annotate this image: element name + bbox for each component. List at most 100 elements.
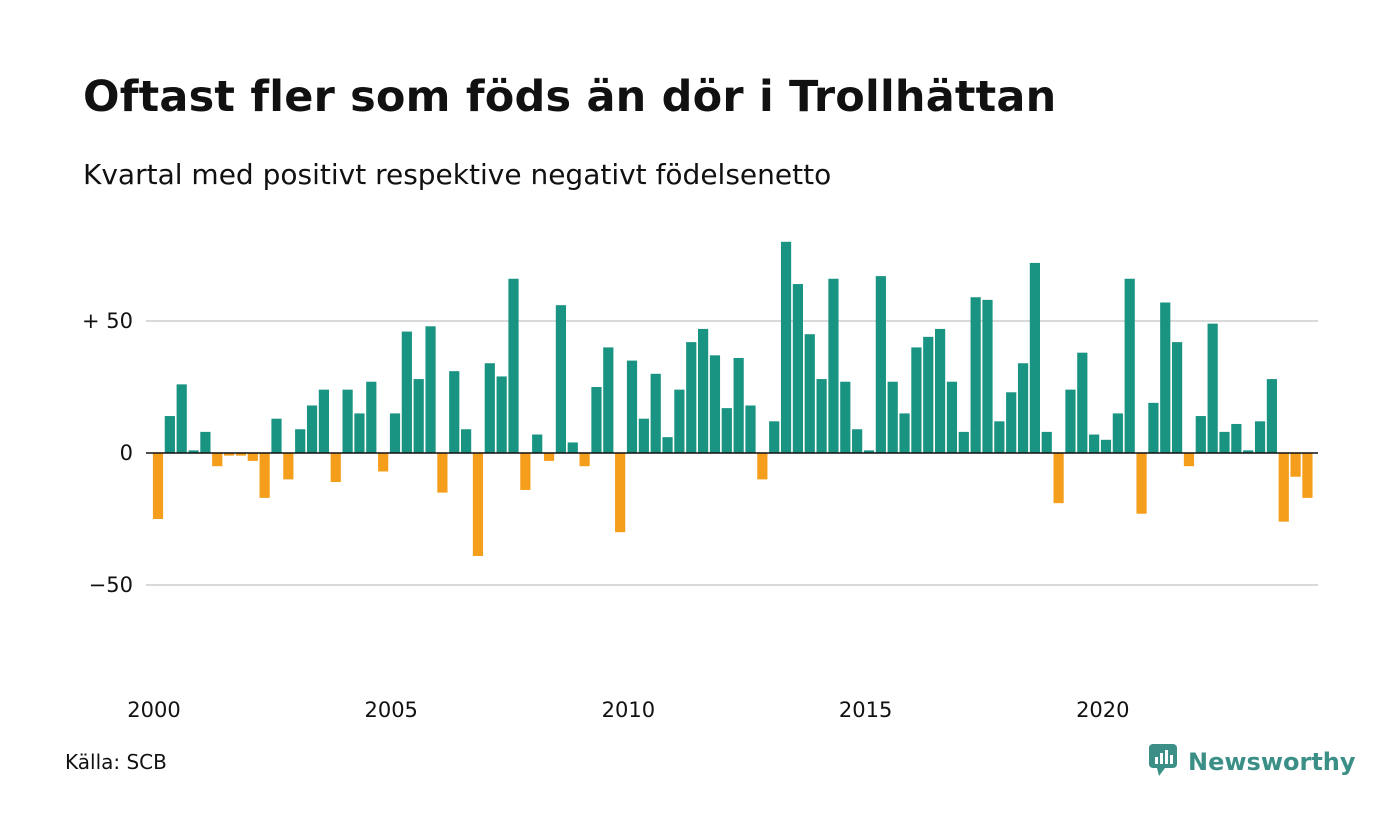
bar — [1089, 434, 1100, 453]
bar — [911, 347, 922, 453]
bar — [342, 389, 353, 453]
bar — [330, 453, 341, 483]
bar — [935, 328, 946, 453]
bar — [887, 381, 898, 453]
bar — [555, 305, 566, 453]
bar — [674, 389, 685, 453]
bar — [733, 357, 744, 453]
bar — [769, 421, 780, 453]
source-note: Källa: SCB — [65, 750, 167, 774]
bar — [1254, 421, 1266, 453]
bar — [816, 379, 827, 453]
bar — [1243, 450, 1254, 453]
bar — [520, 453, 531, 490]
y-tick-label: + 50 — [82, 309, 133, 333]
bar — [709, 355, 721, 453]
brand-logo[interactable]: Newsworthy — [1148, 742, 1356, 782]
bar — [1302, 453, 1313, 498]
bar — [1100, 439, 1112, 453]
bar — [792, 284, 803, 453]
bar — [1041, 431, 1052, 453]
bar — [698, 328, 709, 453]
bar — [461, 429, 472, 453]
bar — [152, 453, 164, 519]
bar — [1207, 323, 1218, 453]
bar — [686, 342, 697, 453]
bar — [1183, 453, 1195, 467]
chart-title: Oftast fler som föds än dör i Trollhätta… — [83, 72, 1057, 122]
x-axis-ticks: 2000 2005 2010 2015 2020 — [127, 698, 1129, 722]
bar — [780, 241, 792, 453]
bar — [745, 405, 756, 453]
bar — [259, 453, 270, 498]
bar — [1195, 416, 1206, 453]
bar — [472, 453, 484, 556]
bar — [603, 347, 614, 453]
bar — [1124, 278, 1135, 453]
bar — [532, 434, 543, 453]
bar — [437, 453, 448, 493]
bar — [852, 429, 863, 453]
gridlines — [146, 320, 1318, 586]
bar — [496, 376, 507, 453]
bar — [224, 453, 235, 456]
x-tick-label: 2020 — [1076, 698, 1129, 722]
bar — [1112, 413, 1123, 453]
bar — [1077, 352, 1088, 453]
bar — [306, 405, 318, 453]
bar — [295, 429, 306, 453]
bar — [828, 278, 839, 453]
bar — [804, 334, 815, 453]
bar — [946, 381, 958, 453]
bar — [366, 381, 377, 453]
bar — [389, 413, 401, 453]
bar — [757, 453, 768, 480]
x-tick-label: 2000 — [127, 698, 180, 722]
newsworthy-logo-icon — [1148, 742, 1180, 782]
bar — [200, 431, 211, 453]
bar — [579, 453, 590, 467]
bar — [994, 421, 1005, 453]
bar — [721, 408, 732, 453]
bar — [484, 363, 495, 453]
bar — [318, 389, 329, 453]
bar — [1160, 302, 1171, 453]
bar — [1172, 342, 1183, 453]
bar — [1278, 453, 1289, 522]
bar — [840, 381, 851, 453]
x-tick-label: 2005 — [364, 698, 417, 722]
bar — [1029, 262, 1040, 453]
bar — [212, 453, 223, 467]
bar — [1290, 453, 1301, 477]
bar — [638, 418, 649, 453]
chart-subtitle: Kvartal med positivt respektive negativt… — [83, 158, 832, 191]
bar — [875, 276, 886, 453]
bar — [1219, 431, 1230, 453]
bar — [567, 442, 578, 453]
bar — [615, 453, 626, 533]
bar — [863, 450, 875, 453]
bar — [164, 416, 175, 453]
bar — [662, 437, 673, 453]
bar — [283, 453, 294, 480]
bar — [449, 371, 460, 453]
bar — [271, 418, 282, 453]
bar — [354, 413, 365, 453]
bar — [626, 360, 638, 453]
bar — [413, 379, 424, 453]
bar — [425, 326, 436, 453]
bar — [1148, 402, 1159, 453]
y-tick-label: 0 — [120, 441, 133, 465]
bar — [1053, 453, 1064, 504]
bar — [1017, 363, 1029, 453]
bar — [235, 453, 247, 456]
bar — [1006, 392, 1017, 453]
bar — [247, 453, 258, 461]
bar — [176, 384, 187, 453]
bar — [899, 413, 910, 453]
bar — [1266, 379, 1277, 453]
bar — [923, 336, 934, 453]
bar — [958, 431, 969, 453]
bar — [1231, 423, 1242, 453]
y-axis-ticks: + 50 0 −50 — [82, 309, 133, 597]
